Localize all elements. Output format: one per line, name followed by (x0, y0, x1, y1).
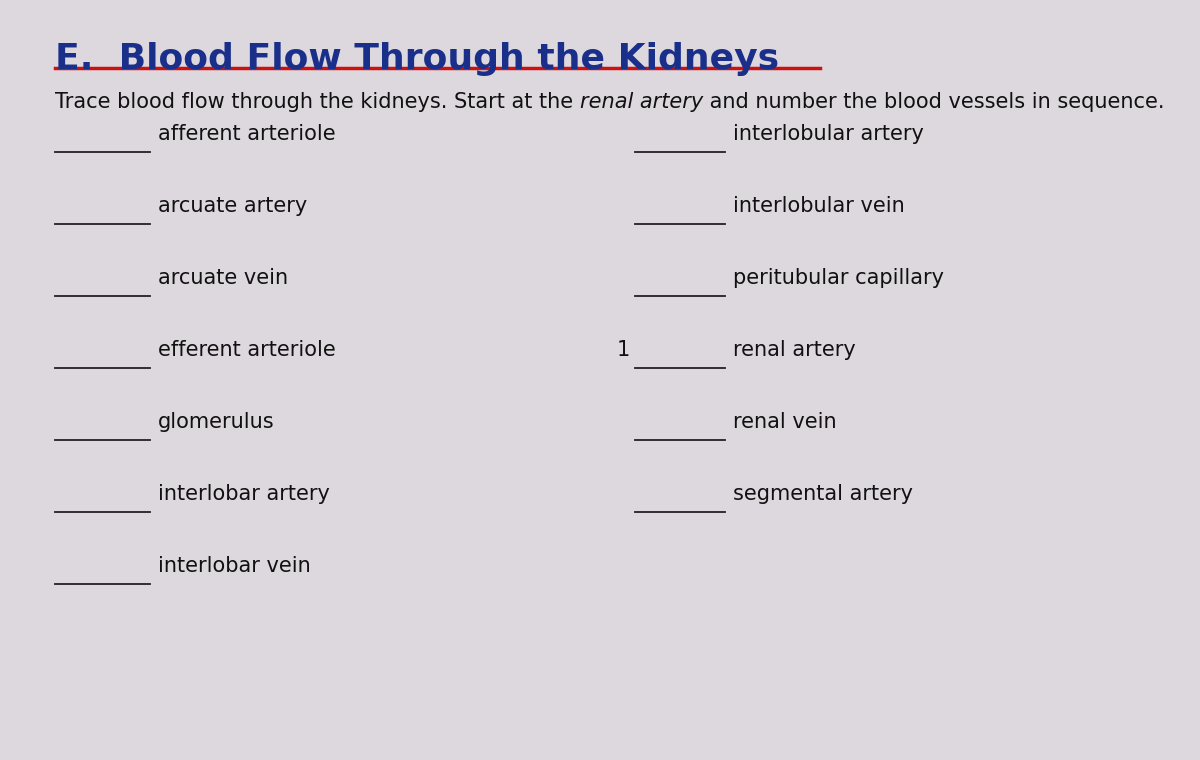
Text: glomerulus: glomerulus (158, 412, 275, 432)
Text: 1: 1 (617, 340, 630, 360)
Text: interlobular artery: interlobular artery (733, 124, 924, 144)
Text: interlobular vein: interlobular vein (733, 196, 905, 216)
Text: arcuate artery: arcuate artery (158, 196, 307, 216)
Text: peritubular capillary: peritubular capillary (733, 268, 944, 288)
Text: efferent arteriole: efferent arteriole (158, 340, 336, 360)
Text: renal artery: renal artery (733, 340, 856, 360)
Text: interlobar vein: interlobar vein (158, 556, 311, 576)
Text: interlobar artery: interlobar artery (158, 484, 330, 504)
Text: and number the blood vessels in sequence.: and number the blood vessels in sequence… (703, 92, 1164, 112)
Text: segmental artery: segmental artery (733, 484, 913, 504)
Text: arcuate vein: arcuate vein (158, 268, 288, 288)
Text: afferent arteriole: afferent arteriole (158, 124, 336, 144)
Text: renal vein: renal vein (733, 412, 836, 432)
Text: renal artery: renal artery (580, 92, 703, 112)
Text: E.  Blood Flow Through the Kidneys: E. Blood Flow Through the Kidneys (55, 42, 779, 76)
Text: Trace blood flow through the kidneys. Start at the: Trace blood flow through the kidneys. St… (55, 92, 580, 112)
